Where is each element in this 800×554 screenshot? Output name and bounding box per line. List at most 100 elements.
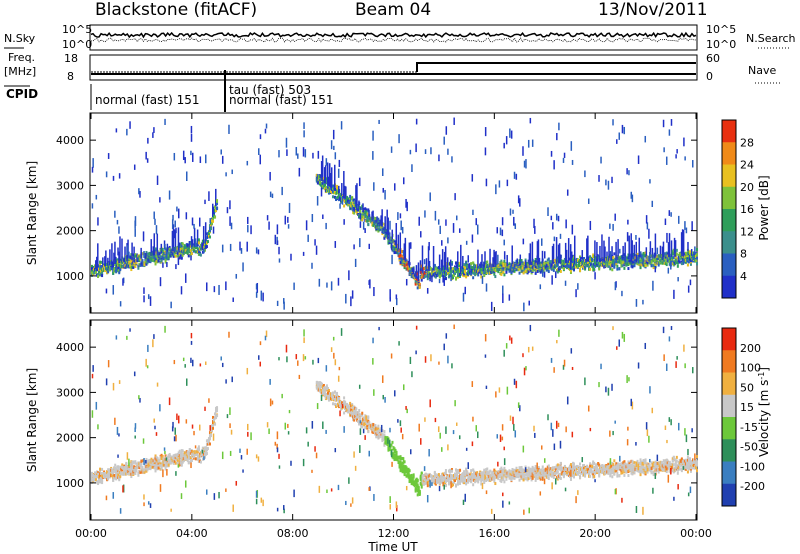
power-cell (117, 262, 120, 266)
power-cell (420, 278, 423, 282)
power-cell (664, 218, 667, 226)
power-cell (560, 264, 563, 268)
power-cell (115, 128, 118, 133)
power-cell (487, 268, 490, 272)
power-cell (437, 270, 440, 274)
power-cell (109, 265, 112, 269)
power-cell (514, 223, 517, 229)
power-cell (198, 245, 201, 249)
velocity-cell (187, 461, 190, 465)
power-cell (149, 258, 152, 262)
velocity-cell (201, 457, 204, 461)
power-cell (680, 256, 683, 260)
velocity-cell (130, 460, 133, 464)
nave-trace-high (416, 62, 696, 72)
power-cell (354, 258, 357, 268)
power-cell (434, 210, 437, 221)
power-cell (131, 242, 133, 261)
power-cell (459, 272, 462, 276)
velocity-cell (188, 451, 191, 455)
power-cell (110, 267, 113, 271)
power-cell (375, 219, 378, 223)
power-cell (175, 246, 178, 250)
velocity-cell (160, 453, 163, 457)
power-cell (118, 263, 121, 267)
velocity-cell (205, 448, 208, 452)
power-cell (162, 252, 165, 256)
power-cell (468, 269, 471, 273)
power-cell (382, 230, 385, 234)
power-cell (513, 171, 516, 179)
velocity-cell (157, 458, 160, 462)
power-cell (628, 170, 630, 176)
power-cell (644, 254, 647, 258)
power-cell (664, 252, 667, 256)
power-cell (623, 263, 626, 267)
velocity-cell (360, 421, 363, 425)
power-cell (189, 249, 192, 253)
power-cell (139, 254, 142, 258)
power-cell (127, 263, 130, 267)
power-cell (656, 247, 659, 254)
power-cell (575, 289, 577, 298)
power-cell (683, 258, 686, 262)
power-cell (178, 249, 181, 253)
power-cell (432, 273, 435, 277)
power-cell (181, 253, 184, 257)
velocity-cell (336, 398, 339, 402)
power-cell (600, 263, 603, 267)
velocity-cell (208, 433, 211, 437)
velocity-cell (196, 454, 199, 458)
power-cell (531, 268, 534, 272)
power-cell (141, 259, 144, 263)
power-cell (528, 253, 531, 266)
power-cell (635, 298, 638, 307)
power-cell (381, 230, 384, 234)
power-cell (165, 248, 168, 252)
power-cell (660, 259, 663, 263)
power-cell (316, 181, 319, 185)
power-cell (634, 260, 637, 264)
velocity-cell (173, 456, 176, 460)
power-cell (540, 261, 543, 265)
velocity-cell (123, 469, 126, 473)
power-cell (376, 224, 379, 228)
power-cell (546, 261, 549, 265)
power-cell (436, 273, 439, 277)
power-cell (198, 252, 201, 256)
velocity-cell (381, 439, 384, 443)
velocity-cell (106, 478, 109, 482)
power-cell (623, 260, 626, 264)
power-cell (377, 227, 380, 231)
velocity-cell (132, 467, 135, 471)
power-cell (443, 251, 446, 270)
power-cell (653, 259, 656, 263)
power-cell (620, 264, 623, 268)
velocity-cell (410, 474, 413, 478)
power-cell (632, 257, 635, 261)
power-cell (320, 161, 323, 181)
power-cell (478, 268, 481, 272)
power-cell (497, 263, 500, 267)
power-cell (432, 245, 435, 271)
power-cell (508, 262, 511, 266)
power-cell (610, 263, 613, 267)
power-cell (464, 270, 467, 274)
velocity-cell (358, 409, 361, 413)
power-cell (579, 267, 582, 271)
power-cell (337, 195, 340, 199)
power-cell (96, 256, 98, 269)
power-cell (190, 251, 193, 255)
power-cell (130, 256, 133, 260)
power-cell (398, 258, 401, 262)
power-cell (162, 254, 165, 258)
power-cell (353, 208, 356, 212)
power-cell (91, 271, 93, 275)
velocity-cell (110, 471, 113, 475)
power-cell (662, 241, 665, 258)
power-cell (491, 264, 494, 268)
power-cell (552, 264, 555, 268)
velocity-cell (326, 394, 329, 398)
velocity-cell (97, 482, 100, 486)
power-cell (124, 264, 127, 268)
